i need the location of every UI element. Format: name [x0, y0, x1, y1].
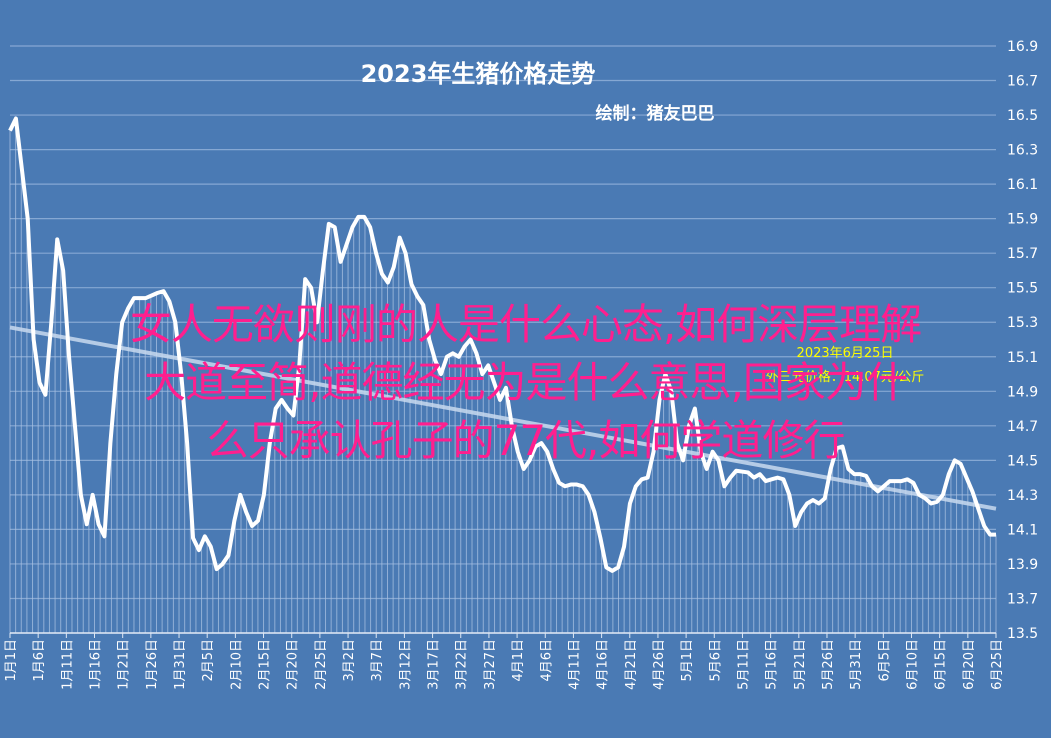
x-tick-label: 4月11日 — [567, 639, 582, 690]
chart-subtitle: 绘制：猪友巴巴 — [596, 103, 715, 124]
y-tick-label: 16.1 — [1007, 177, 1038, 193]
x-tick-label: 1月6日 — [32, 639, 47, 682]
y-tick-label: 15.3 — [1007, 315, 1038, 331]
price-line — [8, 116, 996, 573]
x-tick-label: 6月20日 — [962, 639, 977, 690]
x-tick-label: 2月15日 — [258, 639, 273, 690]
x-tick-label: 4月6日 — [539, 639, 554, 682]
x-tick-label: 1月26日 — [145, 639, 160, 690]
annotation-date: 2023年6月25日 — [797, 346, 894, 361]
x-tick-label: 3月7日 — [370, 639, 385, 682]
y-tick-label: 14.9 — [1007, 384, 1038, 400]
x-tick-label: 6月10日 — [905, 639, 920, 690]
y-tick-label: 15.7 — [1007, 246, 1038, 262]
x-axis-labels: 1月1日 1月6日 1月11日 1月16日 1月21日 1月26日 1月31日 2月5日 2月1… — [4, 633, 1005, 690]
x-tick-label: 6月5日 — [877, 639, 892, 682]
trend-line — [9, 325, 997, 511]
y-tick-label: 16.3 — [1007, 143, 1038, 159]
chart-title: 2023年生猪价格走势 — [361, 60, 596, 88]
y-tick-label: 14.7 — [1007, 419, 1038, 435]
y-tick-label: 13.5 — [1007, 626, 1038, 642]
watermark-overlay-text: 女人无欲则刚的人是什么心态,如何深层理解 大道至简,道德经无为是什么意思,国家为… — [0, 296, 1051, 470]
x-tick-label: 2月10日 — [229, 639, 244, 690]
x-tick-label: 1月21日 — [117, 639, 132, 690]
y-tick-label: 15.5 — [1007, 281, 1038, 297]
y-tick-label: 14.3 — [1007, 488, 1038, 504]
x-tick-label: 6月25日 — [990, 639, 1005, 690]
y-axis-labels: 13.5 13.7 13.9 14.1 14.3 14.5 14.7 14.9 15.1 15.3… — [1007, 39, 1038, 642]
x-tick-label: 3月27日 — [483, 639, 498, 690]
y-tick-label: 15.1 — [1007, 350, 1038, 366]
x-tick-label: 1月1日 — [4, 639, 19, 682]
x-tick-label: 5月31日 — [849, 639, 864, 690]
x-tick-label: 4月26日 — [652, 639, 667, 690]
x-tick-label: 1月16日 — [89, 639, 104, 690]
y-tick-label: 16.7 — [1007, 74, 1038, 90]
x-tick-label: 5月6日 — [708, 639, 723, 682]
y-tick-label: 14.1 — [1007, 522, 1038, 538]
x-tick-label: 5月16日 — [765, 639, 780, 690]
x-tick-label: 5月11日 — [736, 639, 751, 690]
x-tick-label: 6月15日 — [934, 639, 949, 690]
x-tick-label: 1月31日 — [173, 639, 188, 690]
x-tick-label: 3月12日 — [398, 639, 413, 690]
x-tick-label: 3月22日 — [455, 639, 470, 690]
y-tick-label: 15.9 — [1007, 212, 1038, 228]
series-lines — [8, 116, 997, 573]
x-tick-label: 5月21日 — [793, 639, 808, 690]
y-tick-label: 14.5 — [1007, 453, 1038, 469]
x-tick-label: 5月1日 — [680, 639, 695, 682]
annotation-price: 外三元价格：14.07元/公斤 — [766, 369, 925, 385]
y-tick-label: 16.5 — [1007, 108, 1038, 124]
x-tick-label: 2月25日 — [314, 639, 329, 690]
y-tick-label: 16.9 — [1007, 39, 1038, 55]
x-tick-label: 2月20日 — [286, 639, 301, 690]
y-tick-label: 13.9 — [1007, 557, 1038, 573]
area-hatching — [9, 119, 997, 633]
x-tick-label: 3月17日 — [427, 639, 442, 690]
overlay-line-2: 大道至简,道德经无为是什么意思,国家为什 — [144, 358, 908, 407]
x-tick-label: 4月16日 — [596, 639, 611, 690]
x-tick-label: 1月11日 — [60, 639, 75, 690]
overlay-line-3: 么只承认孔子的77代,如何学道修行 — [206, 416, 846, 465]
x-tick-label: 2月5日 — [201, 639, 216, 682]
x-tick-label: 4月21日 — [624, 639, 639, 690]
y-tick-label: 13.7 — [1007, 591, 1038, 607]
x-tick-label: 4月1日 — [511, 639, 526, 682]
x-tick-label: 3月2日 — [342, 639, 357, 682]
x-tick-label: 5月26日 — [821, 639, 836, 690]
overlay-line-1: 女人无欲则刚的人是什么心态,如何深层理解 — [129, 300, 922, 349]
